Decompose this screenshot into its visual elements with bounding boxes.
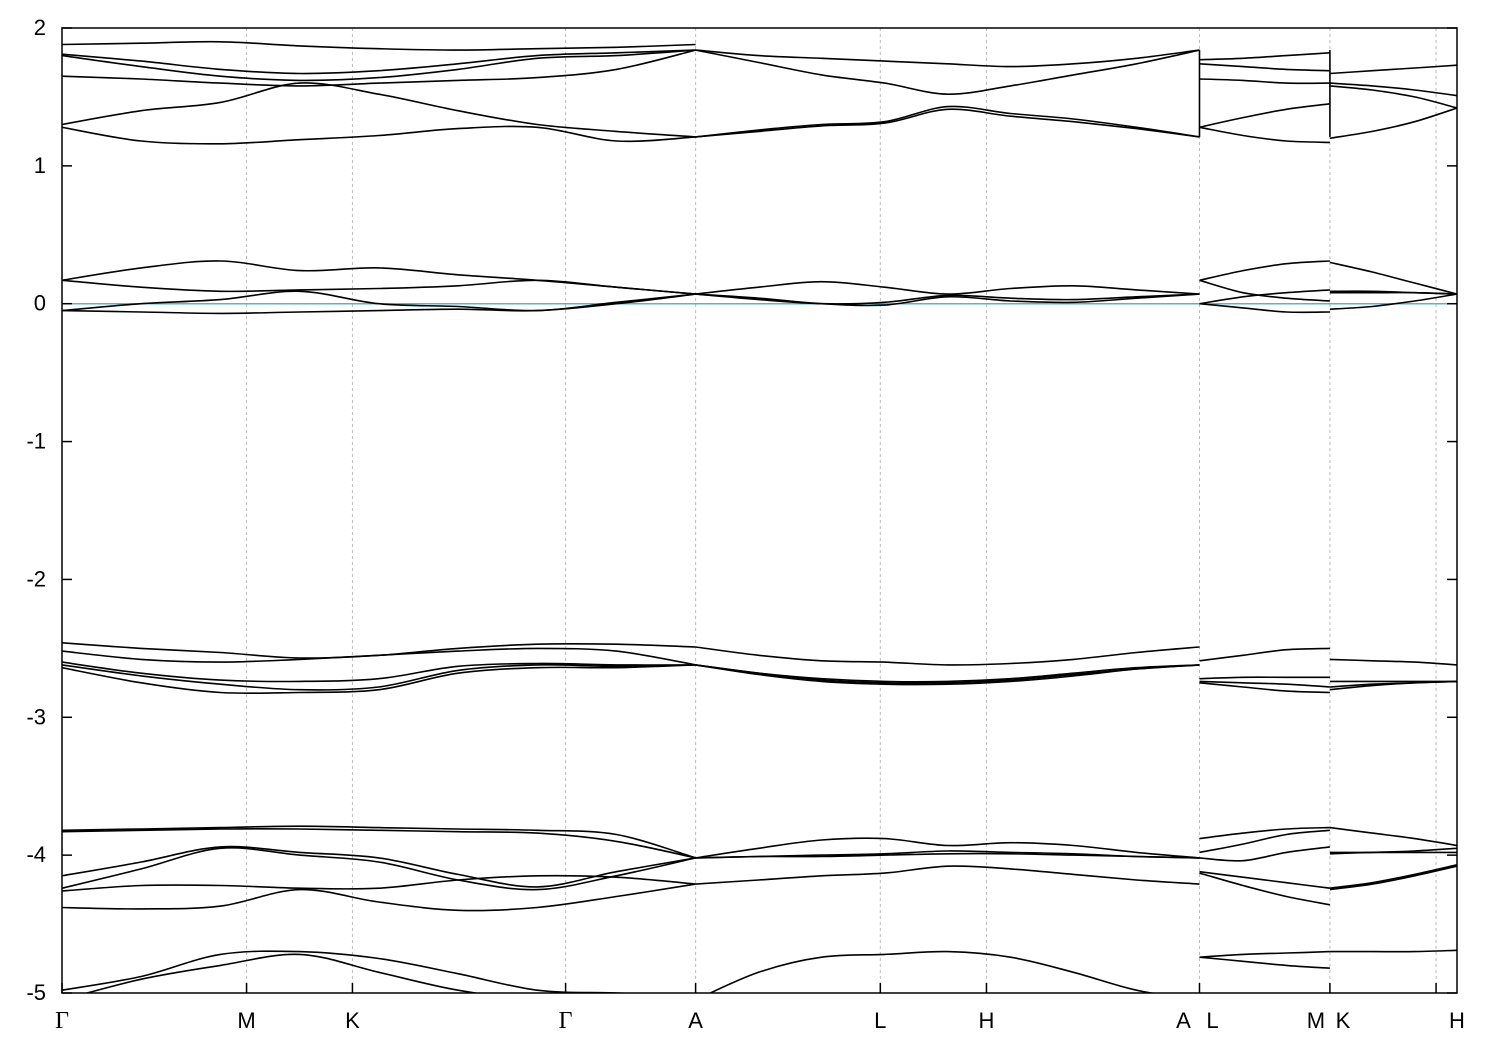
plot-frame <box>61 27 1458 994</box>
band-line <box>695 49 1200 68</box>
kpoint-label: A <box>1176 1008 1191 1033</box>
band-line <box>62 82 696 138</box>
band-line <box>1199 682 1330 694</box>
y-tick-label: -1 <box>26 429 46 454</box>
y-tick-label: 1 <box>34 153 46 178</box>
kpoint-label: A <box>688 1008 703 1033</box>
band-line <box>1199 126 1330 144</box>
kpoint-label: M <box>237 1008 255 1033</box>
band-lines <box>62 40 1457 993</box>
band-line <box>1329 680 1457 691</box>
band-line <box>1329 82 1457 97</box>
band-line <box>62 647 696 666</box>
band-line <box>62 664 696 695</box>
band-line <box>695 108 1200 138</box>
kpoint-label: K <box>345 1008 360 1033</box>
band-line <box>1199 289 1330 305</box>
band-line <box>695 664 1200 683</box>
kpoint-label: K <box>1336 1008 1351 1033</box>
band-line <box>695 293 1200 305</box>
band-line <box>1199 956 1330 969</box>
y-tick-label: -4 <box>26 842 46 867</box>
y-tick-label: 0 <box>34 291 46 316</box>
band-line <box>62 49 696 82</box>
band-line <box>1199 52 1330 61</box>
band-line <box>1329 658 1457 666</box>
band-line <box>1199 950 1330 958</box>
kpoint-label: H <box>979 1008 995 1033</box>
band-line <box>84 953 481 993</box>
y-tick-label: -5 <box>26 980 46 1005</box>
kpoint-label: L <box>1206 1008 1218 1033</box>
kpoint-label: Γ <box>559 1008 573 1034</box>
band-line <box>1329 826 1457 847</box>
band-line <box>62 845 696 888</box>
band-line <box>695 852 1200 859</box>
band-line <box>1329 847 1457 855</box>
band-line <box>1199 63 1330 72</box>
segment-break-lines <box>1198 50 1331 137</box>
band-line <box>62 950 640 993</box>
band-line <box>1329 261 1457 295</box>
band-line <box>695 293 1200 307</box>
band-line <box>695 49 1200 96</box>
band-line <box>1199 826 1330 840</box>
y-tick-label: -2 <box>26 566 46 591</box>
band-line <box>62 125 696 145</box>
band-line <box>1329 64 1457 75</box>
band-line <box>1199 872 1331 906</box>
band-line <box>62 663 696 691</box>
kpoint-label: M <box>1307 1008 1325 1033</box>
band-line <box>62 661 696 683</box>
band-line <box>62 49 696 87</box>
band-line <box>1199 302 1330 314</box>
y-tick-label: -3 <box>26 704 46 729</box>
band-line <box>62 40 696 51</box>
band-line <box>1199 829 1330 854</box>
band-line <box>1199 676 1330 680</box>
band-line <box>695 105 1200 138</box>
band-line <box>695 280 1200 295</box>
band-line <box>695 865 1200 885</box>
band-line <box>62 293 696 315</box>
band-line <box>695 646 1200 666</box>
y-axis-ticks: 2 1 0 -1 -2 -3 -4 -5 <box>26 15 1457 1005</box>
band-line <box>62 49 696 75</box>
kpoint-label: L <box>874 1008 886 1033</box>
band-line <box>1329 865 1457 891</box>
band-line <box>62 825 696 859</box>
band-line <box>695 664 1200 684</box>
band-line <box>62 827 696 859</box>
band-line <box>1199 647 1330 662</box>
band-line <box>1199 260 1330 282</box>
band-line <box>695 837 1200 859</box>
kpoint-label: Γ <box>55 1008 69 1034</box>
band-line <box>708 950 1157 993</box>
band-line <box>62 847 696 891</box>
band-line <box>1199 78 1330 85</box>
band-line <box>62 874 696 892</box>
kpoint-label: H <box>1449 1008 1465 1033</box>
band-line <box>1199 103 1330 129</box>
band-line <box>1199 870 1330 889</box>
kpoint-gridlines <box>246 28 1437 993</box>
band-line <box>62 290 696 312</box>
band-line <box>62 883 696 912</box>
band-line <box>1329 864 1457 889</box>
y-tick-label: 2 <box>34 15 46 40</box>
band-line <box>1329 107 1457 140</box>
band-line <box>1329 293 1457 310</box>
band-line <box>1199 279 1330 302</box>
band-line <box>1199 846 1330 862</box>
band-line <box>1329 85 1457 109</box>
band-line <box>695 664 1200 686</box>
band-line <box>62 279 696 295</box>
band-line <box>1199 680 1330 688</box>
band-line <box>1329 949 1457 953</box>
band-line <box>1329 291 1457 295</box>
